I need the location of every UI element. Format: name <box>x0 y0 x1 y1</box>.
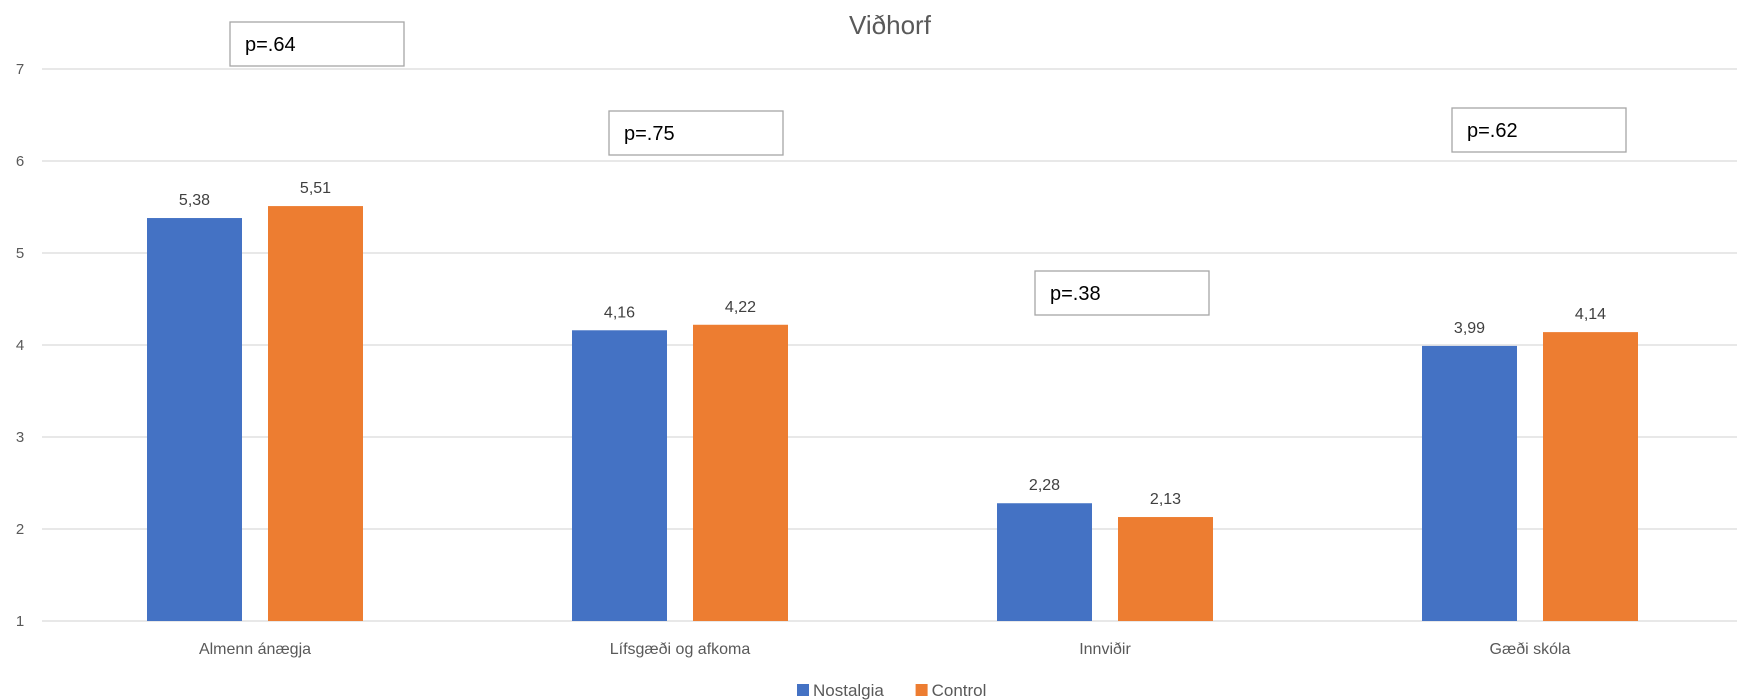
p-value-box <box>1034 270 1210 316</box>
p-value-label: p=.62 <box>1467 120 1518 142</box>
legend-swatch <box>797 684 809 696</box>
data-label: 2,28 <box>1029 477 1060 494</box>
chart-title: Viðhorf <box>849 10 932 40</box>
x-category-label: Gæði skóla <box>1490 641 1571 658</box>
x-category-label: Lífsgæði og afkoma <box>610 641 751 658</box>
p-value-label: p=.75 <box>624 123 675 145</box>
p-value-annotations: p=.64 p=.75 p=.38 p=.62 <box>229 21 1627 316</box>
bars <box>147 206 1638 622</box>
p-value-label: p=.38 <box>1050 283 1101 305</box>
data-label: 4,16 <box>604 304 635 321</box>
bar-control <box>693 324 788 621</box>
bar-control <box>268 206 363 621</box>
bar-nostalgia <box>997 503 1092 621</box>
p-value-box <box>608 110 784 156</box>
bar-control <box>1118 517 1213 621</box>
x-category-label: Innviðir <box>1079 641 1131 658</box>
y-axis-ticks: 1 2 3 4 5 6 7 <box>16 61 24 630</box>
bar-nostalgia <box>147 218 242 622</box>
p-value-label: p=.64 <box>245 34 296 56</box>
data-label: 3,99 <box>1454 320 1485 337</box>
bar-nostalgia <box>1422 345 1517 621</box>
data-label: 5,38 <box>179 192 210 209</box>
x-category-label: Almenn ánægja <box>199 641 311 658</box>
bar-nostalgia <box>572 330 667 621</box>
data-label: 4,14 <box>1575 306 1606 323</box>
legend-label: Nostalgia <box>813 681 884 700</box>
legend-label: Control <box>932 681 987 700</box>
y-tick-label: 2 <box>16 521 24 538</box>
data-label: 2,13 <box>1150 491 1181 508</box>
p-value-box <box>229 21 405 67</box>
y-tick-label: 7 <box>16 61 24 78</box>
data-label: 5,51 <box>300 180 331 197</box>
p-value-box <box>1451 107 1627 153</box>
legend: Nostalgia Control <box>797 681 986 700</box>
y-tick-label: 1 <box>16 613 24 630</box>
data-labels: 5,38 5,51 4,16 4,22 2,28 2,13 3,99 4,14 <box>179 180 1606 508</box>
x-axis-categories: Almenn ánægja Lífsgæði og afkoma Innviðir G… <box>199 641 1571 658</box>
y-tick-label: 5 <box>16 245 24 262</box>
y-tick-label: 4 <box>16 337 24 354</box>
y-tick-label: 3 <box>16 429 24 446</box>
y-tick-label: 6 <box>16 153 24 170</box>
legend-swatch <box>915 684 928 696</box>
data-label: 4,22 <box>725 299 756 316</box>
bar-control <box>1543 332 1638 621</box>
